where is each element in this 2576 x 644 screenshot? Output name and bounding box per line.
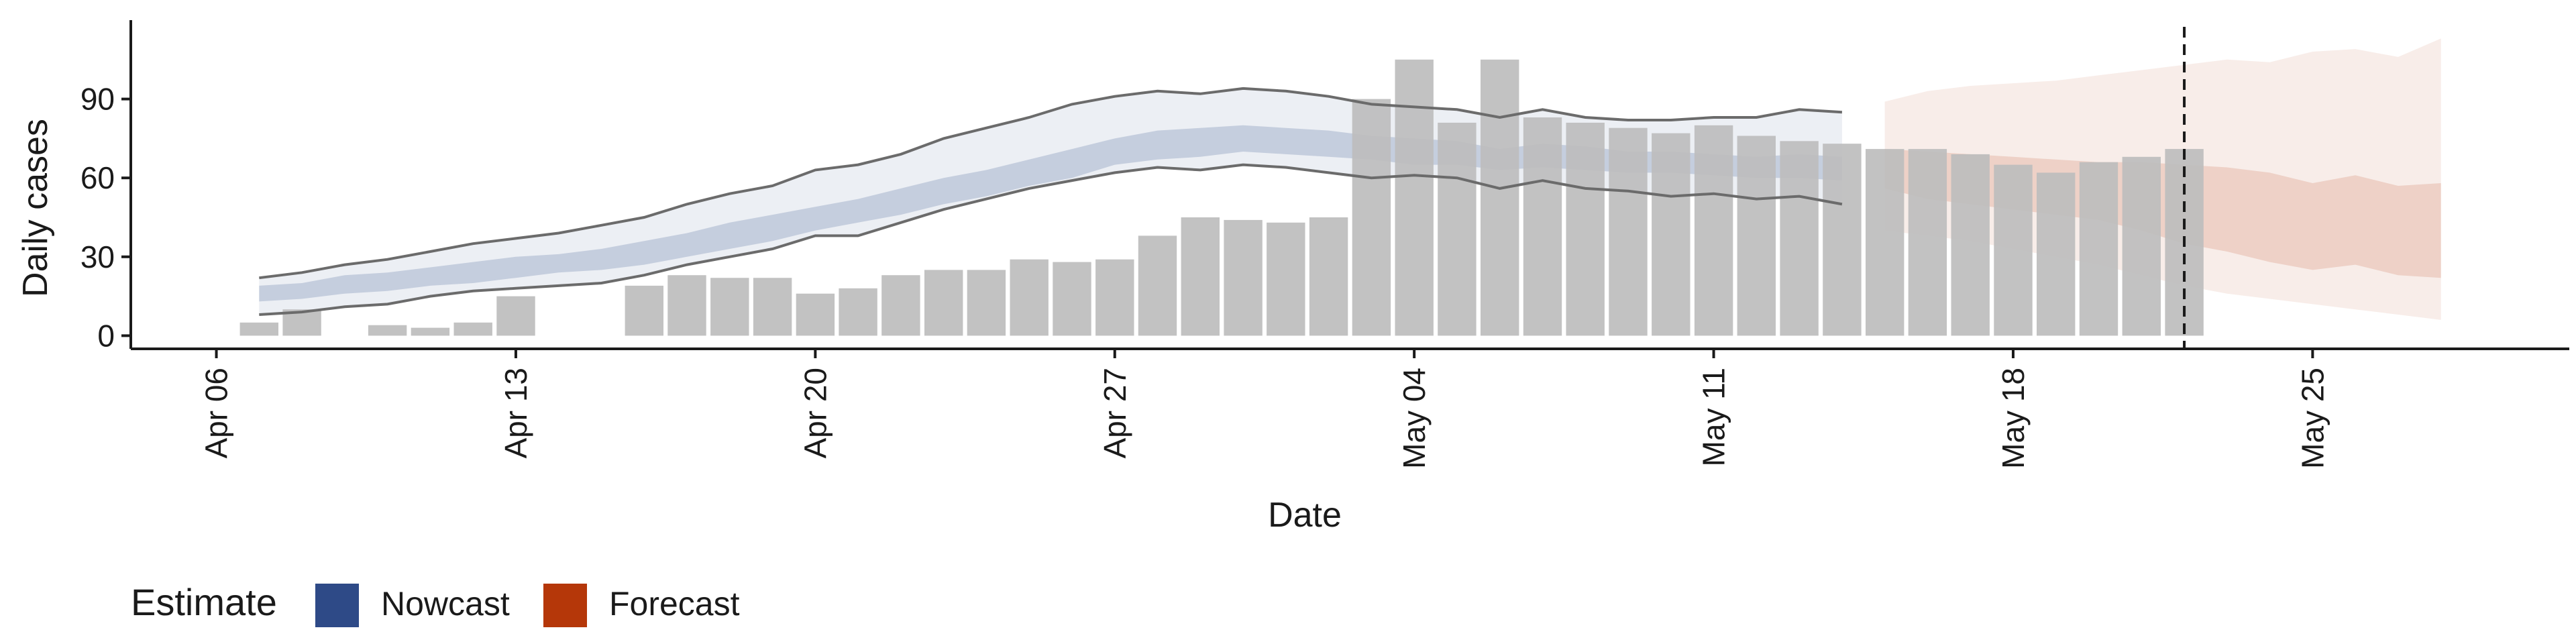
observed-bar	[2079, 162, 2118, 336]
observed-bar	[1908, 149, 1947, 336]
observed-bar	[2122, 156, 2161, 336]
nowcast-band-90	[259, 88, 1842, 315]
nowcast-lower-line	[259, 163, 1843, 316]
nowcast-band-50	[259, 125, 1842, 302]
x-tick-label: May 11	[1697, 368, 1731, 466]
observed-bar	[1395, 59, 1434, 336]
observed-bar	[1652, 133, 1690, 336]
x-tick-label: Apr 27	[1097, 368, 1132, 459]
legend-title: Estimate	[131, 581, 277, 623]
x-tick-label: Apr 06	[199, 368, 234, 459]
observed-bar	[796, 293, 835, 336]
observed-bar	[1309, 217, 1348, 336]
y-tick-label: 30	[80, 239, 115, 274]
observed-bar	[1010, 259, 1049, 336]
observed-bars	[239, 59, 2204, 336]
observed-bar	[1951, 154, 1990, 336]
x-axis-ticks: Apr 06 Apr 13 Apr 20 Apr 27 May 04 May 11 May …	[199, 349, 2330, 469]
observed-bar	[368, 325, 407, 336]
observed-bar	[667, 275, 706, 336]
observed-bar	[1095, 259, 1134, 336]
observed-bar	[453, 322, 492, 336]
observed-bar	[1737, 136, 1776, 336]
observed-bar	[1352, 99, 1391, 336]
observed-bar	[1994, 164, 2033, 336]
y-axis-ticks: 0 30 60 90	[80, 82, 131, 353]
legend-swatch-nowcast	[315, 584, 359, 627]
observed-bar	[1053, 262, 1091, 336]
observed-bar	[2037, 172, 2076, 336]
observed-bar	[881, 275, 920, 336]
y-axis-label: Daily cases	[16, 119, 55, 297]
x-tick-label: May 25	[2295, 368, 2330, 469]
observed-bar	[1224, 219, 1263, 336]
observed-bar	[924, 270, 963, 336]
observed-bar	[496, 296, 535, 336]
y-tick-label: 0	[97, 318, 115, 353]
observed-bar	[1780, 141, 1819, 336]
observed-bar	[1438, 122, 1477, 336]
y-tick-label: 60	[80, 160, 115, 195]
observed-bar	[1866, 149, 1904, 336]
observed-bar	[1566, 122, 1605, 336]
observed-bar	[1267, 222, 1305, 336]
axes	[129, 20, 2569, 350]
x-tick-label: Apr 20	[798, 368, 833, 459]
legend-label-forecast: Forecast	[609, 585, 740, 623]
observed-bar	[1823, 144, 1862, 336]
x-tick-label: May 18	[1996, 368, 2031, 469]
nowcast-bound-lines	[259, 87, 1843, 316]
x-tick-label: May 04	[1397, 368, 1432, 469]
legend: Estimate Nowcast Forecast	[131, 581, 740, 627]
observed-bar	[1138, 235, 1177, 336]
legend-swatch-forecast	[543, 584, 587, 627]
observed-bar	[1481, 59, 1519, 336]
observed-bar	[710, 278, 749, 336]
observed-bar	[625, 285, 663, 336]
observed-bar	[1523, 117, 1562, 336]
observed-bar	[1181, 217, 1220, 336]
observed-bar	[753, 278, 792, 336]
observed-bar	[839, 288, 877, 336]
y-tick-label: 90	[80, 82, 115, 117]
observed-bar	[239, 322, 278, 336]
x-axis-label: Date	[1268, 496, 1342, 535]
x-tick-label: Apr 13	[498, 368, 533, 459]
observed-bar	[411, 327, 450, 336]
nowcast-upper-line	[259, 87, 1843, 280]
legend-label-nowcast: Nowcast	[381, 585, 510, 623]
observed-bar	[1609, 127, 1648, 336]
observed-bar	[1694, 125, 1733, 336]
observed-bar	[967, 270, 1006, 336]
